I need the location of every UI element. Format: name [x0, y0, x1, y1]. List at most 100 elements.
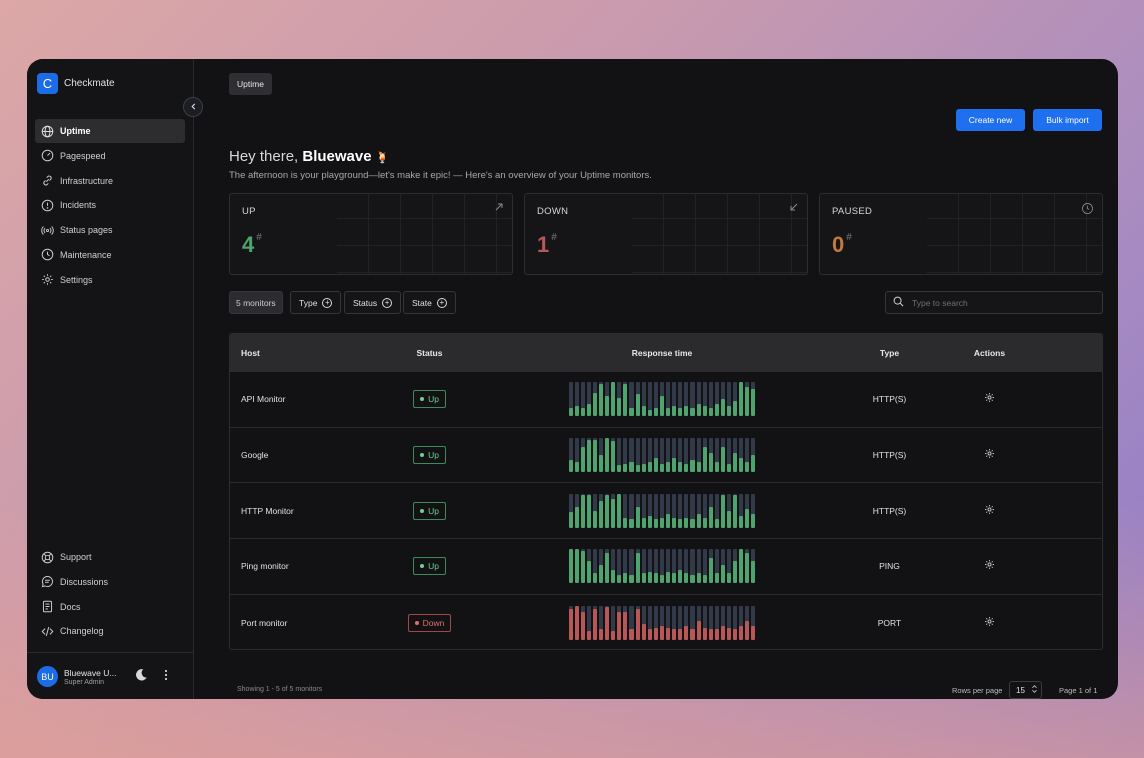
response-time-bar [751, 605, 756, 640]
sidebar-collapse-button[interactable] [183, 97, 203, 117]
response-time-bar [599, 382, 604, 417]
breadcrumb[interactable]: Uptime [229, 73, 272, 95]
sidebar-item-docs[interactable]: Docs [35, 595, 185, 619]
monitor-host[interactable]: API Monitor [241, 394, 286, 405]
table-row[interactable]: HTTP Monitor Up HTTP(S) [230, 483, 1102, 540]
response-time-bar [659, 549, 665, 584]
sidebar-item-status-pages[interactable]: Status pages [35, 218, 185, 242]
response-time-bar [720, 382, 725, 417]
table-row[interactable]: Ping monitor Up PING [230, 539, 1102, 595]
gear-icon[interactable] [984, 559, 995, 573]
search-icon [893, 294, 904, 312]
avatar[interactable]: BU [37, 666, 58, 687]
response-time-bar [726, 493, 732, 528]
more-options-icon[interactable] [164, 669, 168, 684]
response-time-bar [586, 605, 591, 640]
response-time-bar [568, 493, 573, 528]
response-time-bars [568, 382, 756, 417]
response-time-bar [702, 438, 707, 473]
column-header-response-time[interactable]: Response time [631, 347, 693, 358]
gear-icon[interactable] [984, 392, 995, 406]
gear-icon [41, 273, 54, 286]
response-time-bar [745, 493, 750, 528]
response-time-bar [702, 549, 707, 584]
response-time-bar [684, 549, 689, 584]
column-header-host[interactable]: Host [241, 347, 260, 358]
sidebar-item-infrastructure[interactable]: Infrastructure [35, 169, 185, 193]
response-time-bar [623, 382, 628, 417]
create-new-button[interactable]: Create new [956, 109, 1025, 131]
monitor-host[interactable]: HTTP Monitor [241, 505, 294, 516]
response-time-bar [714, 438, 719, 473]
response-time-bar [580, 438, 585, 473]
response-time-bar [720, 605, 725, 640]
alert-circle-icon [41, 199, 54, 212]
filter-status-button[interactable]: Status + [344, 291, 402, 314]
stat-value: 4 # [242, 232, 262, 257]
bulk-import-button[interactable]: Bulk import [1033, 109, 1102, 131]
sidebar-item-label: Status pages [60, 225, 113, 236]
gear-icon[interactable] [984, 504, 995, 518]
response-time-bar [568, 382, 573, 417]
brand[interactable]: C Checkmate [37, 73, 115, 94]
stat-label: DOWN [537, 206, 569, 217]
response-time-bar [659, 493, 665, 528]
table-row[interactable]: API Monitor Up HTTP(S) [230, 372, 1102, 428]
sidebar-item-maintenance[interactable]: Maintenance [35, 243, 185, 267]
rows-per-page-select[interactable]: 15 [1009, 681, 1042, 699]
sidebar-item-changelog[interactable]: Changelog [35, 619, 185, 643]
sidebar-bottom-nav: Support Discussions Docs Changelog [35, 545, 185, 644]
filter-type-button[interactable]: Type + [290, 291, 342, 314]
sidebar-item-uptime[interactable]: Uptime [35, 119, 185, 143]
response-time-bar [586, 493, 591, 528]
response-time-bar [684, 605, 689, 640]
search-box[interactable] [885, 291, 1103, 314]
response-time-bar [678, 493, 683, 528]
response-time-bar [714, 605, 719, 640]
response-time-bar [696, 382, 701, 417]
rows-per-page-label: Rows per page [952, 686, 1003, 695]
table-row[interactable]: Port monitor Down PORT [230, 595, 1102, 649]
response-time-bar [568, 605, 573, 640]
response-time-bar [623, 549, 628, 584]
monitor-host[interactable]: Ping monitor [241, 561, 289, 572]
response-time-bar [684, 382, 689, 417]
chevron-up-down-icon [1031, 684, 1038, 696]
response-time-bar [653, 438, 658, 473]
actions-cell [922, 616, 1057, 630]
table-header: Host Status Response time Type Actions [230, 334, 1102, 372]
column-header-status[interactable]: Status [416, 347, 443, 358]
status-badge: Up [413, 557, 446, 576]
monitor-host[interactable]: Port monitor [241, 617, 288, 628]
search-input[interactable] [912, 297, 1092, 308]
chat-icon [41, 575, 54, 588]
filter-state-button[interactable]: State + [403, 291, 456, 314]
sidebar-item-discussions[interactable]: Discussions [35, 570, 185, 594]
column-header-actions: Actions [973, 347, 1006, 358]
response-time-bar [574, 382, 579, 417]
response-time-bar [599, 605, 604, 640]
theme-toggle-moon-icon[interactable] [134, 668, 148, 685]
response-time-bar [580, 382, 585, 417]
response-time-bar [647, 438, 652, 473]
user-profile[interactable]: BU Bluewave U... Super Admin [37, 666, 187, 687]
response-time-bar [720, 493, 725, 528]
sidebar-item-settings[interactable]: Settings [35, 268, 185, 292]
response-time-bar [751, 549, 756, 584]
column-header-type[interactable]: Type [879, 347, 900, 358]
response-time-bar [720, 438, 725, 473]
sidebar-item-pagespeed[interactable]: Pagespeed [35, 144, 185, 168]
response-time-bar [580, 493, 585, 528]
gear-icon[interactable] [984, 616, 995, 630]
gear-icon[interactable] [984, 448, 995, 462]
response-time-bar [745, 549, 750, 584]
response-time-bar [574, 493, 579, 528]
sidebar-item-incidents[interactable]: Incidents [35, 193, 185, 217]
actions-cell [922, 392, 1057, 406]
sidebar-item-support[interactable]: Support [35, 545, 185, 569]
table-row[interactable]: Google Up HTTP(S) [230, 428, 1102, 484]
monitor-host[interactable]: Google [241, 450, 269, 461]
response-time-bar [690, 382, 695, 417]
response-time-bar [666, 493, 671, 528]
sidebar-item-label: Settings [60, 274, 93, 285]
